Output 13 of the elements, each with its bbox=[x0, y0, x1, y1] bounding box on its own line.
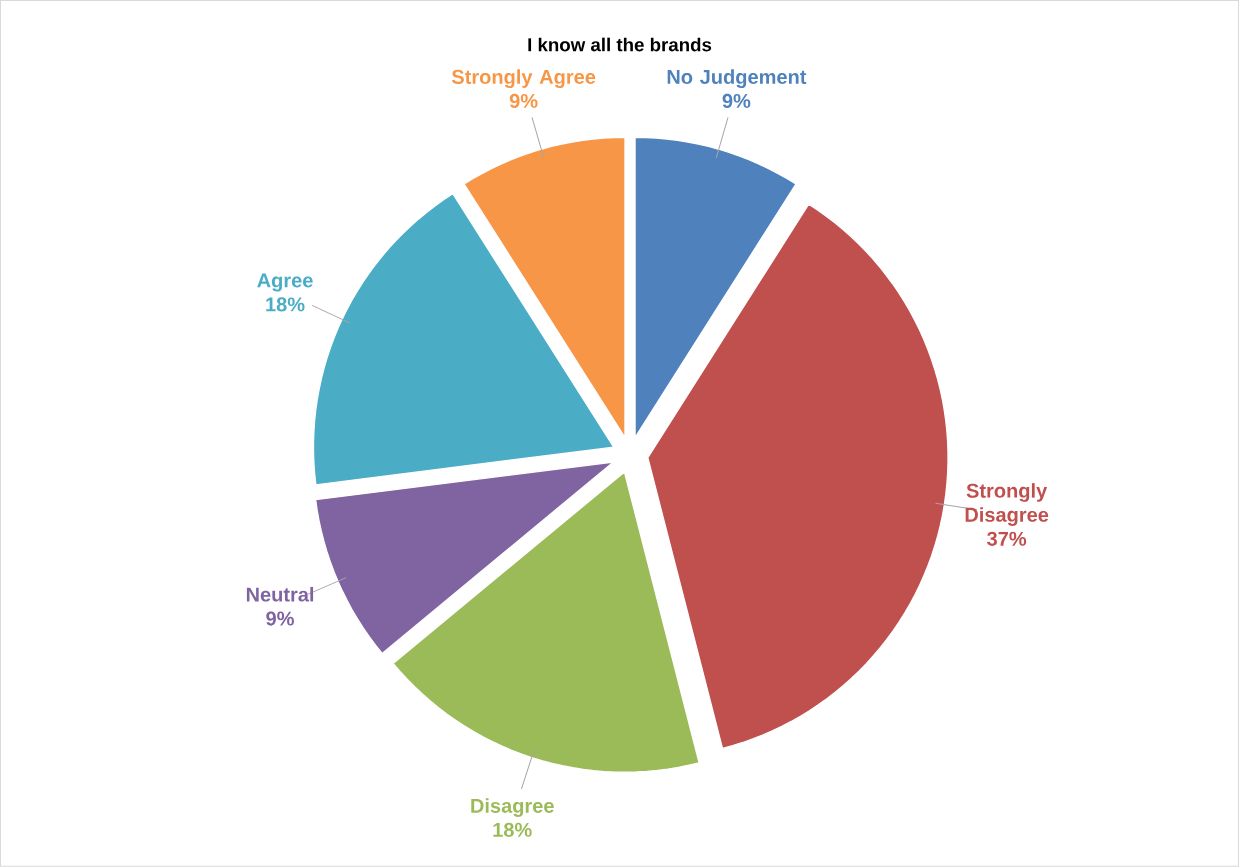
data-label: 9% bbox=[266, 611, 294, 626]
slice-label: Agree bbox=[257, 273, 313, 292]
data-label: 9% bbox=[722, 94, 751, 109]
slice-label: Disagree bbox=[471, 798, 554, 818]
data-label: 18% bbox=[266, 297, 305, 312]
chart-title: I know all the brands bbox=[528, 37, 712, 52]
data-label: 9% bbox=[509, 94, 538, 109]
slice-label: Strongly Disagree bbox=[965, 483, 1049, 527]
data-label: 37% bbox=[987, 531, 1027, 547]
slice-label: Strongly Agree bbox=[451, 69, 596, 89]
data-label: 18% bbox=[493, 822, 532, 838]
slice-label: No Judgement bbox=[667, 69, 807, 89]
slice-label: Neutral bbox=[246, 587, 314, 602]
